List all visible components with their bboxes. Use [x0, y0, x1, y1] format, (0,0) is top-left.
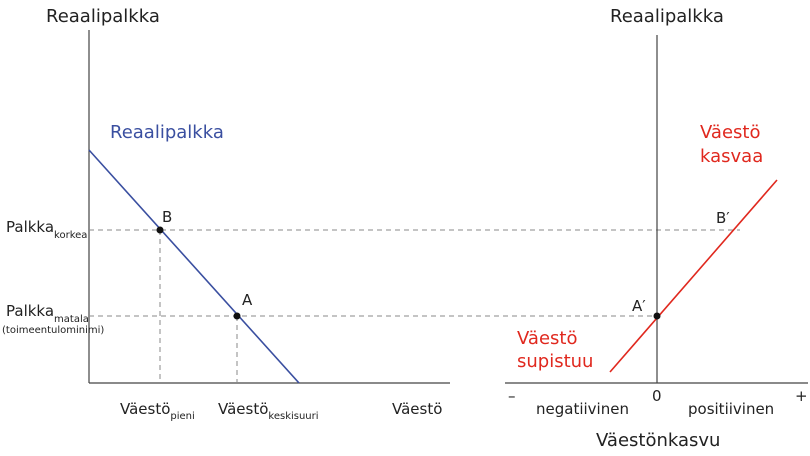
region-label: kasvaa: [700, 146, 763, 167]
x-mark: –: [508, 387, 516, 405]
x-side: negatiivinen: [536, 400, 629, 418]
growth-curve: [609, 179, 778, 373]
wage-note: (toimeentulominimi): [2, 325, 104, 336]
wage-curve: [88, 149, 300, 384]
point: [653, 312, 661, 320]
region-label: Väestö: [700, 122, 760, 143]
label-main: Väestö: [218, 400, 268, 418]
x-axis-title: Väestö: [392, 400, 442, 418]
x-mark: +: [795, 387, 808, 405]
point-label: B: [162, 208, 172, 226]
region-label: Väestö: [517, 328, 577, 349]
label-main: Palkka: [6, 218, 54, 236]
curve-label: Reaalipalkka: [110, 122, 224, 143]
label-sub: korkea: [54, 230, 87, 241]
wage-label: Palkkakorkea: [6, 218, 87, 241]
point: [233, 312, 241, 320]
x-label: Väestökeskisuuri: [218, 400, 319, 422]
point-label: A′: [632, 297, 646, 315]
label-main: Väestö: [120, 400, 170, 418]
x-mark: 0: [652, 387, 662, 405]
x-label: Väestöpieni: [120, 400, 195, 422]
region-label: supistuu: [517, 351, 593, 372]
point-label: A: [242, 291, 253, 309]
axis-title: Reaalipalkka: [46, 6, 160, 27]
x-axis-title: Väestönkasvu: [596, 430, 720, 451]
wage-label: Palkkamatala: [6, 302, 89, 325]
label-sub: pieni: [170, 411, 194, 422]
axis-title: Reaalipalkka: [610, 6, 724, 27]
label-main: Palkka: [6, 302, 54, 320]
point: [156, 226, 164, 234]
label-sub: matala: [54, 314, 89, 325]
label-sub: keskisuuri: [268, 411, 318, 422]
point-label: B′: [716, 209, 730, 227]
x-side: positiivinen: [688, 400, 774, 418]
